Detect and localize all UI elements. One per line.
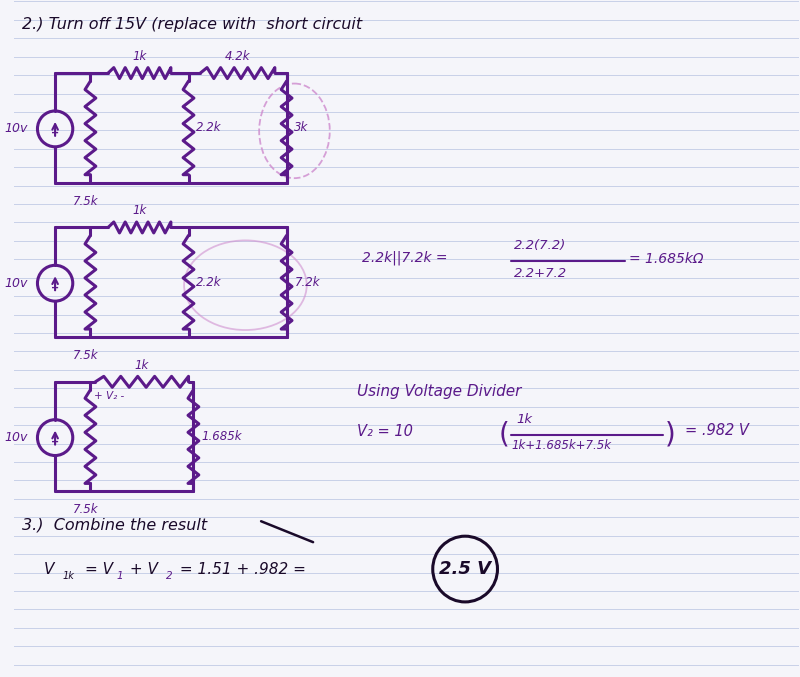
- Text: 1k: 1k: [63, 571, 75, 581]
- Text: 2.2k: 2.2k: [196, 276, 222, 288]
- Text: V₂ = 10: V₂ = 10: [358, 424, 413, 439]
- Text: 7.2k: 7.2k: [294, 276, 320, 288]
- Text: 2.2(7.2): 2.2(7.2): [514, 240, 566, 253]
- Text: 2: 2: [166, 571, 173, 581]
- Text: 1k: 1k: [132, 204, 146, 217]
- Text: +: +: [51, 437, 59, 447]
- Text: = 1.685kΩ: = 1.685kΩ: [629, 253, 703, 266]
- Text: 2.2+7.2: 2.2+7.2: [514, 267, 567, 280]
- Text: 1.685k: 1.685k: [202, 430, 242, 443]
- Text: 1k: 1k: [134, 359, 149, 372]
- Text: 3k: 3k: [294, 121, 309, 134]
- Text: 1: 1: [117, 571, 123, 581]
- Text: 10v: 10v: [4, 431, 28, 444]
- Text: = 1.51 + .982 =: = 1.51 + .982 =: [174, 561, 306, 577]
- Text: 1k: 1k: [516, 413, 532, 426]
- Text: 7.5k: 7.5k: [73, 349, 98, 362]
- Text: 2.5 V: 2.5 V: [439, 560, 491, 578]
- Text: 2.2k: 2.2k: [196, 121, 222, 134]
- Text: +: +: [51, 129, 59, 138]
- Text: 7.5k: 7.5k: [73, 194, 98, 208]
- Text: ): ): [666, 420, 676, 449]
- Text: = V: = V: [85, 561, 113, 577]
- Text: 1k+1.685k+7.5k: 1k+1.685k+7.5k: [511, 439, 611, 452]
- Text: + V: + V: [125, 561, 158, 577]
- Text: 7.5k: 7.5k: [73, 503, 98, 517]
- Text: = .982 V: = .982 V: [685, 422, 749, 437]
- Text: 2.2k||7.2k =: 2.2k||7.2k =: [362, 250, 448, 265]
- Text: V: V: [43, 561, 54, 577]
- Text: Using Voltage Divider: Using Voltage Divider: [358, 384, 522, 399]
- Text: (: (: [498, 420, 510, 449]
- Text: 10v: 10v: [4, 123, 28, 135]
- Text: 10v: 10v: [4, 277, 28, 290]
- Text: +: +: [51, 283, 59, 292]
- Text: 3.)  Combine the result: 3.) Combine the result: [22, 517, 207, 532]
- Text: 4.2k: 4.2k: [225, 50, 250, 63]
- Text: 2.) Turn off 15V (replace with  short circuit: 2.) Turn off 15V (replace with short cir…: [22, 18, 362, 32]
- Text: 1k: 1k: [132, 50, 146, 63]
- Text: + V₂ -: + V₂ -: [94, 391, 125, 401]
